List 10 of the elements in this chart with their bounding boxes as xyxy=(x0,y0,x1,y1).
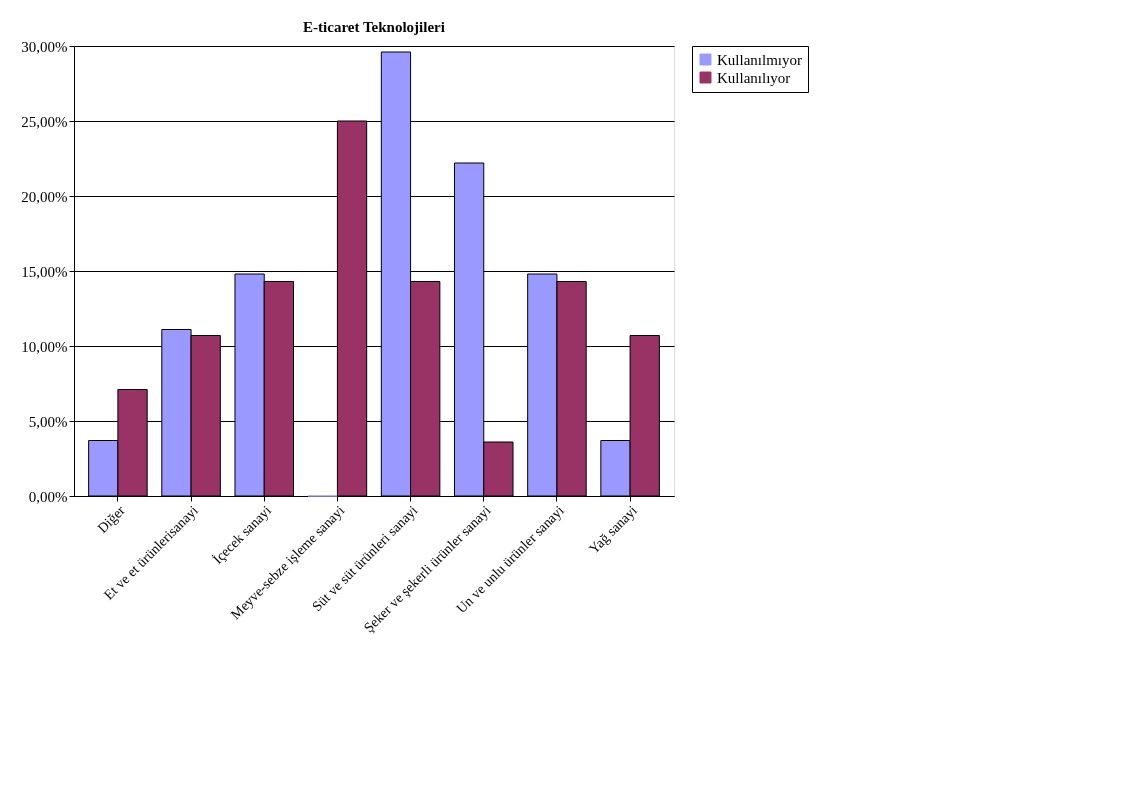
y-tick-label: 20,00% xyxy=(21,188,68,205)
y-tick-label: 25,00% xyxy=(21,113,68,130)
y-tick-label: 10,00% xyxy=(21,338,68,355)
y-tick-label: 15,00% xyxy=(21,263,68,280)
y-tick-label: 5,00% xyxy=(28,413,68,430)
y-tick-label: 0,00% xyxy=(28,488,68,505)
chart-title: E-ticaret Teknolojileri xyxy=(303,19,445,35)
y-tick-label: 30,00% xyxy=(21,38,68,55)
legend-label: Kullanılıyor xyxy=(717,69,791,86)
legend-label: Kullanılmıyor xyxy=(717,51,802,68)
